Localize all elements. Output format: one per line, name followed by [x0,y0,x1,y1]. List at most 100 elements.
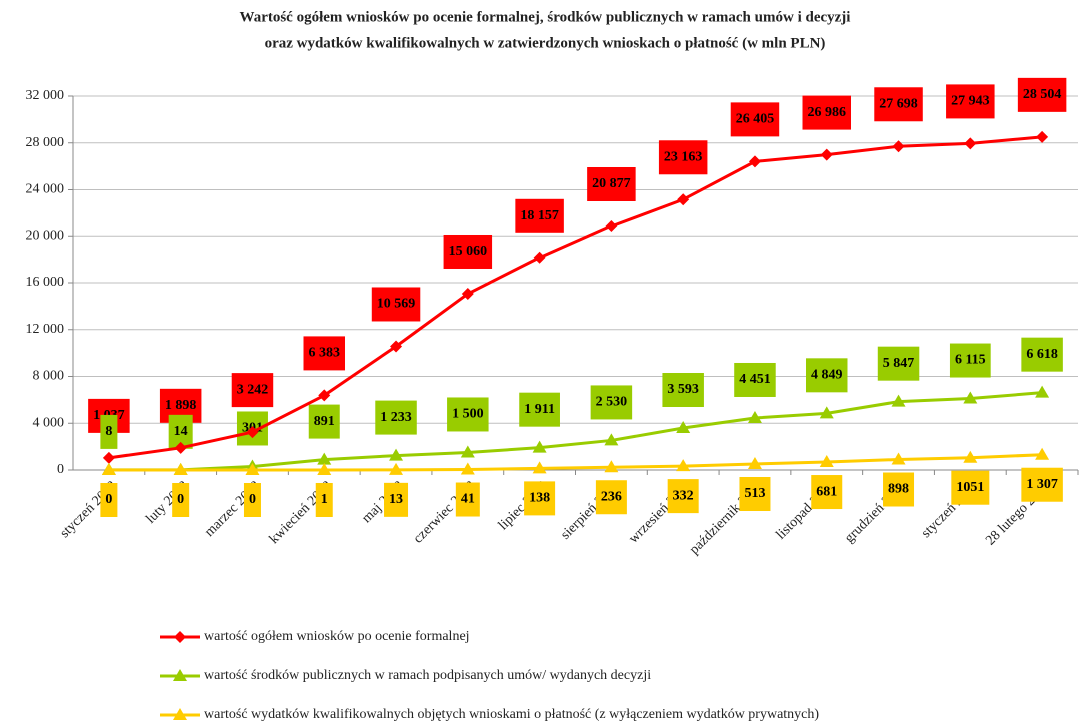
legend-label: wartość wydatków kwalifikowalnych objęty… [204,707,819,722]
data-label: 681 [811,475,843,510]
point [1035,385,1050,398]
point [102,451,115,464]
data-label-text: 6 383 [309,346,341,361]
data-label: 3 242 [231,373,274,408]
data-label-text: 26 405 [736,112,775,127]
y-tick-label: 32 000 [26,88,65,103]
y-tick-label: 0 [57,462,64,477]
point [820,148,833,161]
data-label: 4 451 [734,362,776,397]
point [318,389,331,402]
data-label-box [447,397,489,432]
data-label: 2 530 [590,385,633,420]
y-tick-label: 28 000 [26,135,65,150]
data-label: 13 [384,482,409,517]
data-label-box [587,167,636,202]
data-label: 27 698 [874,87,923,122]
point [173,463,188,475]
chart-title: oraz wydatków kwalifikowalnych w zatwier… [265,35,826,51]
data-label-text: 3 242 [237,382,269,397]
y-tick-label: 24 000 [26,182,65,197]
data-label-text: 1 911 [524,402,555,417]
data-label-text: 8 [105,424,112,439]
data-label-text: 1051 [956,480,984,495]
point [676,459,691,472]
point [389,462,404,475]
data-label: 5 847 [877,346,920,381]
data-label-text: 20 877 [592,176,631,191]
legend-marker [174,631,186,643]
data-label: 0 [172,483,190,517]
y-tick-label: 20 000 [26,228,65,243]
data-label-box [883,472,915,507]
data-label-box [811,475,843,510]
series-line [108,135,1043,460]
data-label-box [946,84,995,119]
data-label-box [734,362,776,397]
data-label: 18 157 [515,198,564,233]
data-label-box [662,373,704,408]
data-label: 332 [667,479,699,514]
point [604,460,619,473]
data-label: 26 986 [802,95,851,130]
data-label-box [658,140,708,175]
point [390,340,403,353]
point [532,440,547,453]
point [604,433,619,446]
data-label-box [739,477,771,512]
y-tick-label: 8 000 [33,369,65,384]
point [891,394,906,407]
point [819,455,834,468]
point [819,406,834,419]
data-label-box [519,392,560,427]
data-label-box [515,198,564,233]
data-label-box [443,234,493,269]
legend-marker [173,708,187,720]
data-label-text: 681 [816,484,837,499]
data-label-box [1017,77,1067,112]
point [1036,130,1049,143]
data-label-box [877,346,920,381]
data-label-text: 23 163 [664,150,703,165]
data-label-box [667,479,699,514]
data-label-box [1021,467,1063,502]
data-label-text: 4 451 [739,372,771,387]
point [891,452,906,465]
data-label-text: 10 569 [377,297,416,312]
data-label-text: 898 [888,482,909,497]
legend-label: wartość ogółem wniosków po ocenie formal… [204,629,470,644]
point [174,441,187,454]
data-label-box [303,336,345,371]
data-label-text: 4 849 [811,368,843,383]
data-label: 3 593 [662,373,704,408]
data-label: 138 [524,481,556,516]
data-label-text: 138 [529,491,550,506]
data-label-box [874,87,923,122]
data-label: 27 943 [946,84,995,119]
y-tick-label: 12 000 [26,322,65,337]
data-label-text: 27 943 [951,94,990,109]
y-tick-label: 16 000 [26,275,65,290]
data-label-box [806,358,848,393]
data-label-text: 0 [177,492,184,507]
point [1035,447,1050,460]
data-label: 41 [455,482,480,517]
data-label-text: 6 115 [955,353,986,368]
data-label-box [802,95,851,130]
legend-marker [173,669,187,681]
point [964,137,977,150]
point [389,448,404,461]
data-label: 15 060 [443,234,493,269]
point [532,461,547,474]
data-label-box [949,343,991,378]
data-label: 10 569 [371,287,421,322]
data-label: 891 [308,404,340,439]
data-label-text: 1 500 [452,407,484,422]
point [460,445,475,458]
point [246,426,259,439]
data-label-box [243,483,261,517]
data-label-box [730,102,780,137]
data-label-text: 13 [389,492,403,507]
data-label: 1 [315,482,333,517]
